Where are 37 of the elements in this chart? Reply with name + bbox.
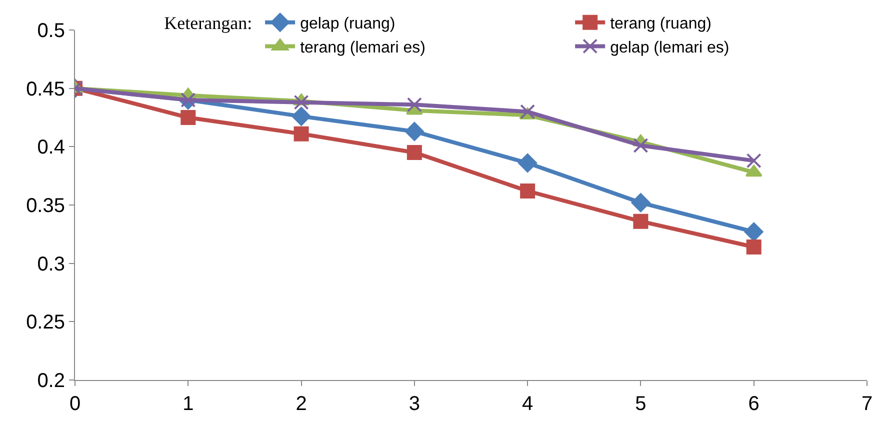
point <box>520 184 536 198</box>
x-tick-label: 6 <box>748 393 760 415</box>
point <box>292 106 311 126</box>
y-tick-label: 0.25 <box>26 312 65 334</box>
y-tick-label: 0.2 <box>37 370 65 392</box>
x-tick-label: 7 <box>861 393 873 415</box>
legend-title: Keterangan: <box>164 12 252 33</box>
x-tick-label: 4 <box>522 393 534 415</box>
point <box>746 240 762 254</box>
legend-label: terang (ruang) <box>610 16 712 33</box>
point <box>631 193 650 212</box>
y-tick-label: 0.4 <box>37 136 65 159</box>
legend-label: terang (lemari es) <box>300 39 426 56</box>
point <box>744 222 764 242</box>
point <box>294 94 309 110</box>
point <box>180 110 196 125</box>
y-tick-label: 0.3 <box>37 253 65 276</box>
point <box>520 104 536 120</box>
y-tick-label: 0.45 <box>26 78 65 100</box>
x-tick-label: 5 <box>635 393 646 415</box>
x-tick-label: 0 <box>69 393 81 415</box>
point <box>633 138 648 153</box>
point <box>745 164 762 177</box>
legend-label: gelap (ruang) <box>300 16 396 33</box>
y-tick-label: 0.35 <box>26 195 65 217</box>
point <box>404 122 424 141</box>
point <box>746 153 762 168</box>
point <box>633 214 648 229</box>
y-tick-label: 0.5 <box>37 20 65 42</box>
point <box>406 97 422 112</box>
x-tick-label: 1 <box>182 393 194 415</box>
x-tick-label: 2 <box>296 393 307 415</box>
point <box>518 154 538 172</box>
point <box>406 145 422 160</box>
point <box>294 126 309 142</box>
x-tick-label: 3 <box>408 393 420 415</box>
legend-label: gelap (lemari es) <box>610 39 730 56</box>
